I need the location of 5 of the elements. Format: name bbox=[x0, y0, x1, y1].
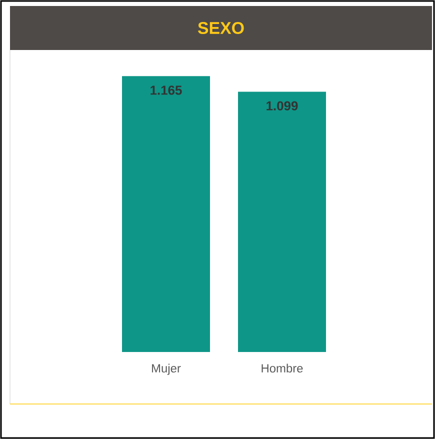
data-label: 1.165 bbox=[150, 86, 182, 95]
data-label: 1.099 bbox=[266, 101, 298, 110]
x-tick-label: Hombre bbox=[262, 364, 303, 373]
x-tick-label: Mujer bbox=[152, 364, 181, 375]
chart-title: SEXO bbox=[198, 22, 244, 34]
